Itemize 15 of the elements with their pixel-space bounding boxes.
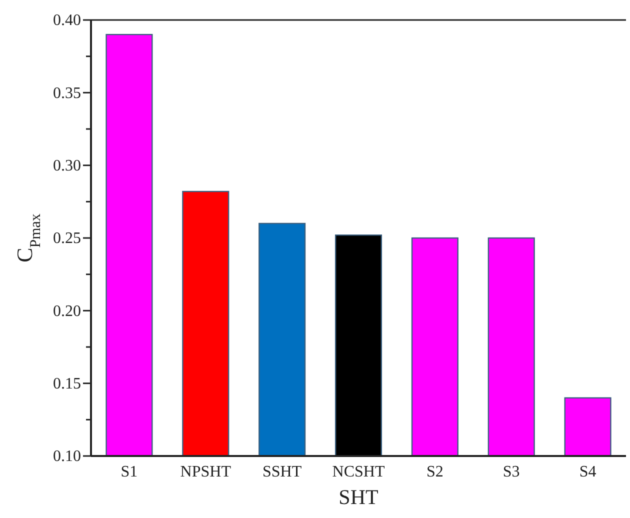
y-tick-label: 0.25	[53, 230, 81, 248]
x-tick-label: SSHT	[262, 463, 302, 480]
x-tick-label: S4	[579, 463, 596, 480]
x-tick-label: NCSHT	[332, 463, 385, 480]
x-axis-title: SHT	[338, 485, 378, 509]
x-tick-label: NPSHT	[180, 463, 232, 480]
x-tick-label: S3	[502, 463, 520, 480]
y-tick-label: 0.10	[53, 448, 81, 466]
y-tick-label: 0.20	[53, 302, 81, 320]
y-tick-label: 0.40	[53, 12, 81, 30]
y-tick-label: 0.35	[53, 84, 81, 102]
y-tick-label: 0.30	[53, 157, 81, 174]
y-tick-label: 0.15	[53, 375, 81, 392]
x-tick-label: S2	[426, 463, 444, 480]
x-tick-label: S1	[120, 463, 138, 480]
